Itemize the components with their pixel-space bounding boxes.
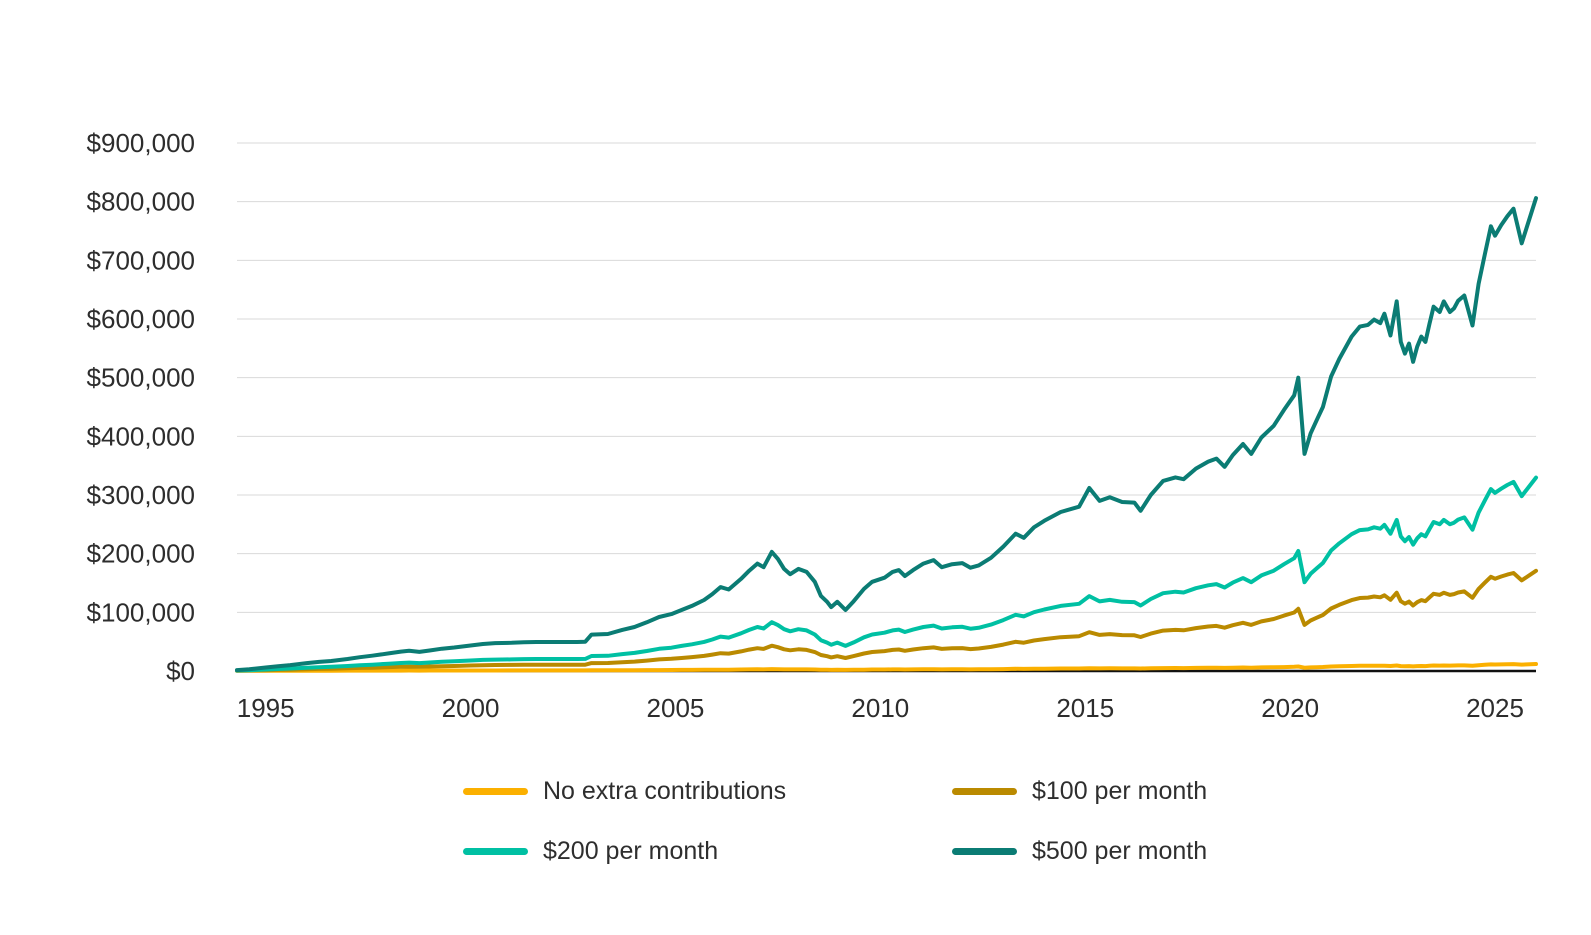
x-axis-tick-label: 2000	[442, 693, 500, 723]
legend-item-100-per-month: $100 per month	[952, 777, 1207, 805]
series-line-100-per-month	[235, 568, 1538, 673]
x-axis-tick-label: 2025	[1466, 693, 1524, 723]
legend-label: $200 per month	[543, 836, 719, 865]
legend-item-500-per-month: $500 per month	[952, 837, 1207, 865]
legend-label: $100 per month	[1032, 776, 1208, 805]
x-axis-tick-label: 2020	[1261, 693, 1319, 723]
y-axis-tick-label: $700,000	[87, 245, 195, 275]
legend-swatch-no-extra-contributions	[463, 787, 528, 795]
legend-label: No extra contributions	[543, 776, 787, 805]
x-axis-tick-label: 2010	[851, 693, 909, 723]
legend-label: $500 per month	[1032, 836, 1208, 865]
y-axis-tick-label: $200,000	[87, 539, 195, 569]
legend-item-200-per-month: $200 per month	[463, 837, 718, 865]
y-axis-tick-label: $500,000	[87, 363, 195, 393]
y-axis-tick-label: $900,000	[87, 128, 195, 158]
y-axis-tick-label: $0	[166, 656, 195, 686]
x-axis-tick-label: 2015	[1056, 693, 1114, 723]
legend-item-no-extra-contributions: No extra contributions	[463, 777, 786, 805]
legend-swatch-200-per-month	[463, 847, 528, 855]
x-axis-tick-label: 1995	[237, 693, 295, 723]
y-axis-tick-label: $300,000	[87, 480, 195, 510]
x-axis-tick-label: 2005	[647, 693, 705, 723]
y-axis-tick-label: $400,000	[87, 421, 195, 451]
series-line-no-extra-contributions	[235, 662, 1538, 673]
y-axis-tick-label: $100,000	[87, 597, 195, 627]
legend-swatch-100-per-month	[952, 787, 1017, 795]
y-axis-tick-label: $600,000	[87, 304, 195, 334]
legend-swatch-500-per-month	[952, 847, 1017, 855]
series-line-500-per-month	[235, 196, 1538, 673]
y-axis-tick-label: $800,000	[87, 187, 195, 217]
series-line-200-per-month	[235, 475, 1538, 673]
